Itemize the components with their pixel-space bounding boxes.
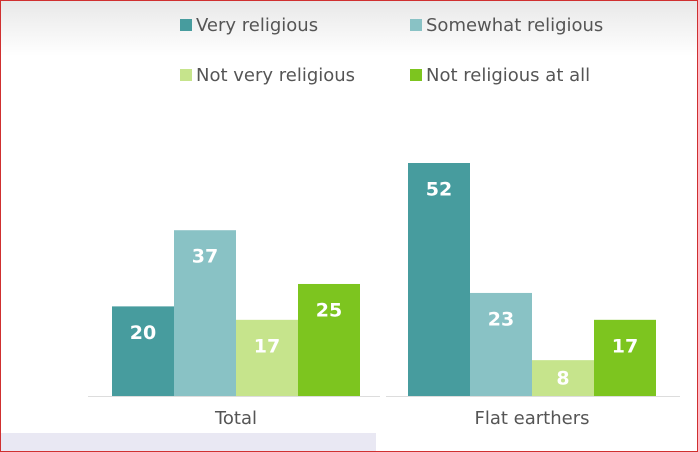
value-label: 17 — [612, 335, 638, 357]
legend-label: Not very religious — [196, 65, 355, 86]
x-tick-label: Total — [214, 408, 257, 429]
legend-swatch — [180, 19, 192, 31]
value-label: 23 — [488, 308, 514, 330]
value-label: 8 — [556, 368, 569, 390]
legend-label: Not religious at all — [426, 65, 590, 86]
value-label: 37 — [192, 246, 218, 268]
bar — [532, 360, 594, 396]
value-label: 20 — [130, 322, 156, 344]
top-shade — [1, 1, 697, 56]
legend-swatch — [180, 69, 192, 81]
legend-swatch — [410, 69, 422, 81]
value-label: 25 — [316, 299, 342, 321]
x-tick-label: Flat earthers — [475, 408, 590, 429]
bar — [594, 319, 656, 396]
legend-label: Very religious — [196, 15, 318, 36]
bar — [236, 319, 298, 396]
legend-swatch — [410, 19, 422, 31]
bar — [174, 230, 236, 396]
value-label: 52 — [426, 179, 452, 201]
value-label: 17 — [254, 335, 280, 357]
bar — [298, 283, 360, 396]
bar — [112, 306, 174, 396]
bar — [470, 292, 532, 396]
bar — [408, 163, 470, 396]
footer-box — [0, 433, 376, 452]
legend-label: Somewhat religious — [426, 15, 603, 36]
